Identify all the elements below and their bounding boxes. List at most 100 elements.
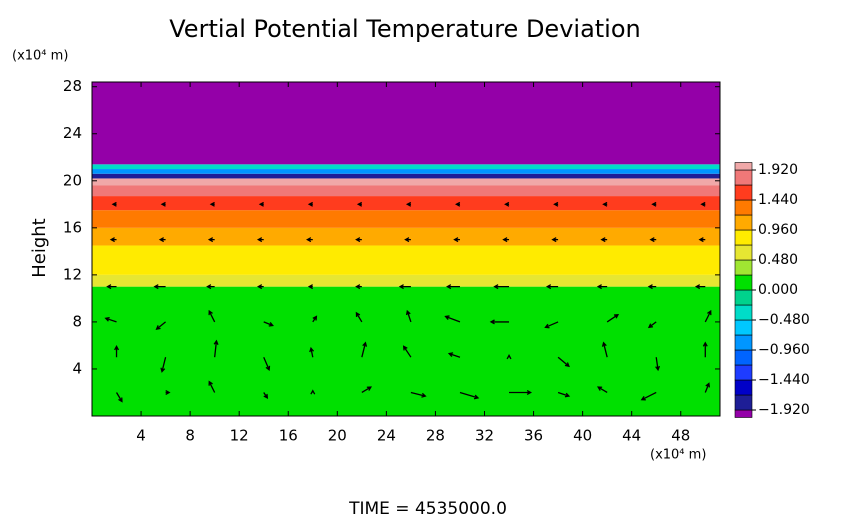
colorbar-box [734, 409, 753, 418]
x-tick-label: 40 [573, 427, 592, 445]
x-tick-label: 24 [377, 427, 396, 445]
field-band [92, 210, 720, 228]
field-band [92, 185, 720, 197]
vector-arrow [704, 382, 711, 393]
y-tick-label: 20 [63, 171, 82, 189]
colorbar-box [734, 162, 753, 171]
vector-arrow [213, 339, 219, 358]
colorbar-box [734, 364, 753, 381]
vector-arrow [544, 321, 559, 329]
footer: TIME = 4535000.0 [348, 499, 507, 519]
vector-arrow [455, 201, 461, 207]
vector-arrow [704, 309, 712, 323]
x-tick-label: 48 [671, 427, 690, 445]
vector-arrow [698, 237, 706, 243]
colorbar-label: 0.960 [758, 222, 798, 238]
vector-arrow [310, 389, 316, 395]
x-tick-label: 12 [230, 427, 249, 445]
vector-arrow [158, 237, 166, 243]
colorbar-box [734, 259, 753, 276]
vector-arrow [356, 201, 363, 207]
vector-arrow [447, 352, 461, 358]
vector-arrow [307, 284, 314, 290]
vector-arrow [114, 345, 120, 358]
vector-arrow [655, 357, 661, 372]
x-tick-label: 44 [622, 427, 641, 445]
vector-arrow [596, 284, 608, 290]
vector-arrow [404, 237, 411, 243]
vector-arrow [355, 311, 363, 323]
y-tick-label: 4 [72, 359, 82, 377]
colorbar-label: −1.440 [758, 372, 810, 388]
field-band [92, 227, 720, 246]
x-tick-label: 8 [185, 427, 195, 445]
vector-arrow [160, 201, 166, 207]
vector-arrow [106, 284, 117, 290]
vector-arrow [263, 392, 269, 400]
vector-arrow [606, 313, 620, 323]
plot-frame [91, 81, 721, 417]
vector-arrow [398, 284, 411, 290]
colorbar-box [734, 274, 753, 291]
field-band [92, 164, 720, 170]
field-band [92, 274, 720, 287]
vector-arrow [410, 391, 427, 398]
vector-arrow [557, 391, 571, 398]
vector-arrow [600, 237, 608, 243]
y-tick-label: 8 [72, 312, 82, 330]
vector-arrow [601, 341, 608, 358]
vector-arrow [263, 321, 274, 327]
y-axis-label: Height [29, 218, 50, 278]
vector-arrow [694, 284, 706, 290]
vector-arrow [209, 201, 215, 207]
field-band [92, 178, 720, 186]
colorbar-box [734, 319, 753, 336]
vector-arrow [307, 201, 314, 207]
field-band [92, 82, 720, 165]
vector-arrow [700, 201, 706, 207]
vector-arrow [446, 284, 460, 290]
vector-arrow [165, 389, 171, 395]
vector-arrow [263, 356, 271, 372]
vector-arrow [551, 237, 559, 243]
colorbar-box [734, 169, 753, 186]
x-unit: (x10⁴ m) [650, 448, 706, 463]
colorbar-label: 0.480 [758, 252, 798, 268]
vector-arrow [402, 345, 412, 358]
colorbar-box [734, 394, 753, 411]
colorbar-label: −1.920 [758, 402, 810, 418]
vector-arrow [361, 386, 373, 394]
vector-arrow [115, 392, 123, 403]
vector-arrow [506, 354, 512, 360]
vector-arrow [153, 284, 166, 290]
chart-title: Vertial Potential Temperature Deviation [169, 15, 641, 43]
vector-arrow [702, 341, 708, 358]
vector-arrow [502, 237, 510, 243]
vector-arrow [651, 201, 657, 207]
vector-arrow [206, 284, 215, 290]
vector-arrow [312, 315, 318, 323]
vector-arrow [647, 284, 657, 290]
x-tick-label: 32 [475, 427, 494, 445]
vector-arrow [256, 284, 264, 290]
vector-arrow [109, 237, 117, 243]
vector-arrow [361, 341, 368, 358]
vector-arrow [640, 391, 657, 401]
vector-arrow [453, 237, 460, 243]
vector-arrow [355, 284, 362, 290]
vector-arrow [647, 321, 657, 329]
colorbar-box [734, 244, 753, 261]
vector-arrow [459, 391, 480, 400]
vector-arrow [306, 237, 313, 243]
vector-arrow [405, 309, 412, 323]
vector-arrow [104, 316, 117, 323]
vector-arrow [208, 380, 216, 393]
colorbar-box [734, 334, 753, 351]
vector-arrow [155, 321, 167, 330]
field-band [92, 286, 720, 416]
vector-arrow [309, 346, 315, 358]
colorbar-box [734, 214, 753, 231]
colorbar-box [734, 199, 753, 216]
colorbar-box [734, 304, 753, 321]
y-tick-label: 28 [63, 77, 82, 95]
